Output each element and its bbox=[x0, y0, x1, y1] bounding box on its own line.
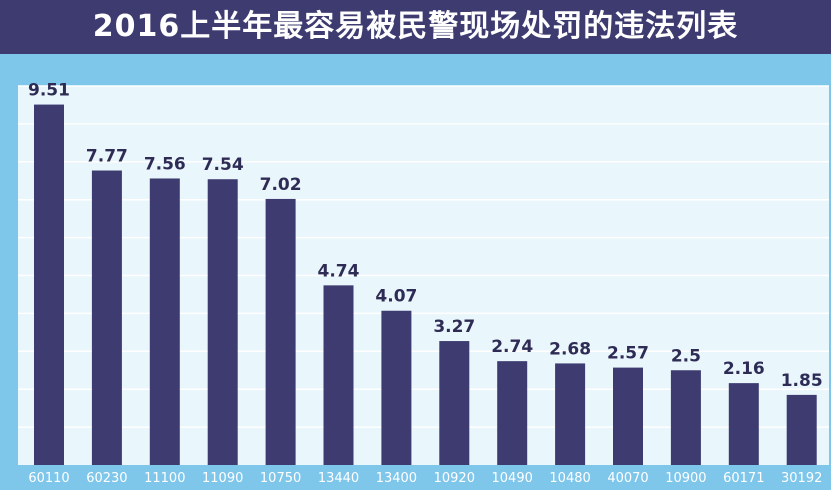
x-tick-label: 30192 bbox=[781, 471, 822, 486]
value-label: 4.07 bbox=[375, 287, 417, 307]
value-label: 1.85 bbox=[781, 371, 823, 391]
value-label: 2.5 bbox=[671, 346, 701, 366]
x-tick-labels: 60110 60230 11100 11090 10750 13440 13400 10920… bbox=[28, 471, 822, 486]
value-label: 3.27 bbox=[433, 317, 475, 337]
value-label: 4.74 bbox=[318, 261, 360, 281]
x-tick-label: 60171 bbox=[723, 471, 764, 486]
x-tick-label: 13440 bbox=[318, 471, 359, 486]
x-tick-label: 10920 bbox=[434, 471, 475, 486]
value-label: 9.51 bbox=[28, 81, 70, 101]
x-tick-label: 10900 bbox=[665, 471, 706, 486]
value-label: 7.02 bbox=[260, 175, 302, 195]
x-tick-label: 10490 bbox=[492, 471, 533, 486]
bar-30192 bbox=[786, 394, 817, 465]
x-tick-label: 40070 bbox=[607, 471, 648, 486]
value-labels: 9.51 7.77 7.56 7.54 7.02 4.74 4.07 3.27 2.74 2.68… bbox=[28, 81, 823, 391]
bar-10900 bbox=[670, 370, 701, 465]
bar-11090 bbox=[207, 179, 238, 465]
value-label: 2.74 bbox=[491, 337, 533, 357]
x-tick-label: 11100 bbox=[144, 471, 185, 486]
value-label: 2.68 bbox=[549, 339, 591, 359]
chart-title: 2016上半年最容易被民警现场处罚的违法列表 bbox=[92, 9, 739, 44]
value-label: 7.54 bbox=[202, 155, 244, 175]
bar-60171 bbox=[728, 383, 759, 465]
x-tick-label: 11090 bbox=[202, 471, 243, 486]
value-label: 2.16 bbox=[723, 359, 765, 379]
bar-60230 bbox=[91, 170, 122, 465]
x-tick-label: 13400 bbox=[376, 471, 417, 486]
bar-10480 bbox=[555, 363, 586, 465]
bar-11100 bbox=[149, 178, 180, 465]
x-tick-label: 60110 bbox=[28, 471, 69, 486]
title-bar bbox=[0, 0, 831, 54]
bar-13400 bbox=[381, 310, 412, 465]
x-tick-label: 60230 bbox=[86, 471, 127, 486]
bar-40070 bbox=[613, 367, 643, 465]
bars bbox=[34, 104, 817, 466]
x-tick-label: 10750 bbox=[260, 471, 301, 486]
bar-10490 bbox=[497, 361, 528, 465]
bar-10750 bbox=[265, 198, 296, 465]
bar-10920 bbox=[439, 341, 470, 465]
value-label: 2.57 bbox=[607, 344, 649, 364]
value-label: 7.56 bbox=[144, 154, 186, 174]
x-tick-label: 10480 bbox=[549, 471, 590, 486]
bar-60110 bbox=[34, 104, 64, 466]
value-label: 7.77 bbox=[86, 147, 128, 167]
bar-13440 bbox=[323, 285, 354, 465]
